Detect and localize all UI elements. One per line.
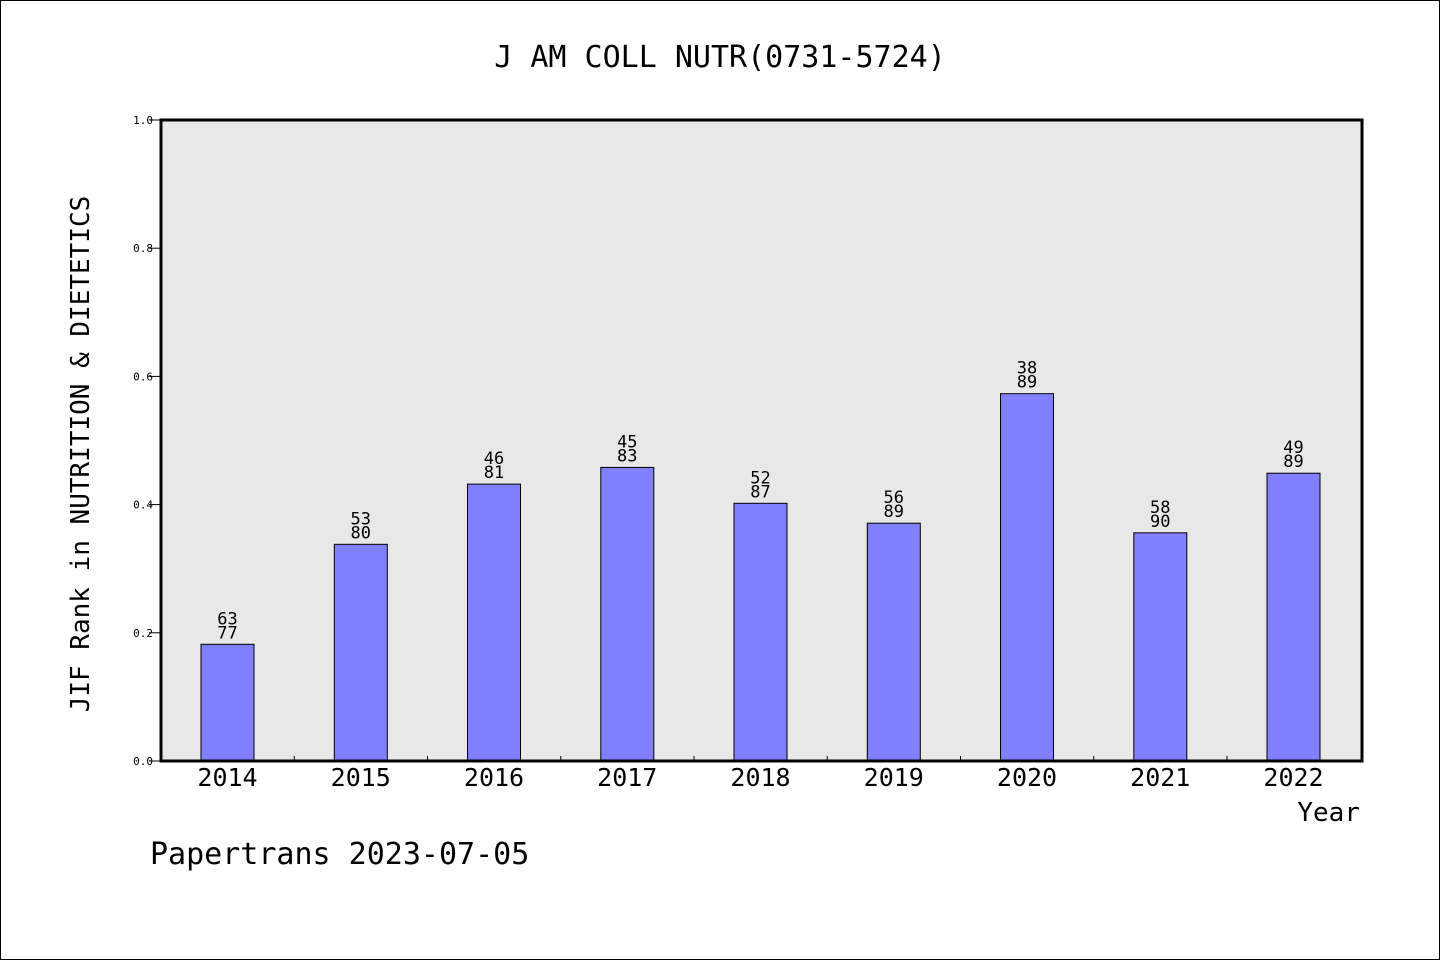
bar-total-label-2014: 77 bbox=[217, 623, 237, 643]
bar-total-label-2020: 89 bbox=[1017, 373, 1037, 393]
bar-rank-label-2014: 63 bbox=[217, 609, 237, 629]
bar-rank-label-2021: 58 bbox=[1150, 498, 1170, 518]
bar-2016 bbox=[467, 483, 521, 762]
y-tick-label-0.2: 0.2 bbox=[133, 627, 153, 640]
y-tick-label-0.8: 0.8 bbox=[133, 242, 153, 255]
bar-total-label-2017: 83 bbox=[617, 446, 637, 466]
bar-2015 bbox=[333, 543, 388, 762]
x-tick-label-2019: 2019 bbox=[864, 763, 924, 792]
plot-frame bbox=[159, 118, 1364, 763]
bar-rank-label-2016: 46 bbox=[484, 449, 504, 469]
bar-2022 bbox=[1266, 472, 1321, 762]
bars-layer bbox=[200, 393, 1321, 762]
y-tick-label-0.4: 0.4 bbox=[133, 499, 153, 512]
bar-rank-label-2020: 38 bbox=[1017, 359, 1037, 379]
bar-total-label-2021: 90 bbox=[1150, 512, 1170, 532]
x-tick-label-2017: 2017 bbox=[597, 763, 657, 792]
bar-2020 bbox=[1000, 393, 1054, 762]
x-tick-label-2014: 2014 bbox=[197, 763, 257, 792]
x-tick-label-2021: 2021 bbox=[1130, 763, 1190, 792]
bar-2017 bbox=[600, 466, 655, 762]
bar-2019 bbox=[866, 522, 921, 762]
y-tick-label-0.6: 0.6 bbox=[133, 370, 153, 383]
bar-2018 bbox=[733, 502, 788, 762]
chart-title: J AM COLL NUTR(0731-5724) bbox=[494, 40, 946, 75]
y-tick-label-1.0: 1.0 bbox=[133, 114, 153, 127]
x-axis-ticks: 2014 2015 2016 2017 2018 2019 2020 2021 2022 bbox=[197, 756, 1324, 792]
x-axis-title: Year bbox=[1297, 798, 1360, 828]
y-axis-ticks: 0.0 0.2 0.4 0.6 0.8 1.0 bbox=[133, 114, 161, 768]
bar-total-label-2015: 80 bbox=[351, 523, 371, 543]
x-tick-label-2018: 2018 bbox=[730, 763, 790, 792]
bar-2021 bbox=[1133, 532, 1188, 762]
bar-total-label-2016: 81 bbox=[484, 463, 504, 483]
bar-rank-label-2019: 56 bbox=[884, 488, 904, 508]
bar-2014 bbox=[200, 643, 255, 762]
bar-rank-label-2017: 45 bbox=[617, 432, 637, 452]
bar-total-label-2022: 89 bbox=[1283, 452, 1303, 472]
bar-total-label-2019: 89 bbox=[884, 502, 904, 522]
x-tick-label-2020: 2020 bbox=[997, 763, 1057, 792]
bar-rank-label-2015: 53 bbox=[351, 509, 371, 529]
bar-rank-label-2022: 49 bbox=[1283, 438, 1303, 458]
x-tick-label-2015: 2015 bbox=[331, 763, 391, 792]
footer-watermark: Papertrans 2023-07-05 bbox=[150, 837, 529, 872]
bar-rank-label-2018: 52 bbox=[750, 468, 770, 488]
y-tick-label-0.0: 0.0 bbox=[133, 755, 153, 768]
y-axis-title: JIF Rank in NUTRITION & DIETETICS bbox=[66, 196, 96, 713]
x-tick-label-2022: 2022 bbox=[1263, 763, 1323, 792]
bar-total-label-2018: 87 bbox=[750, 482, 770, 502]
x-tick-label-2016: 2016 bbox=[464, 763, 524, 792]
